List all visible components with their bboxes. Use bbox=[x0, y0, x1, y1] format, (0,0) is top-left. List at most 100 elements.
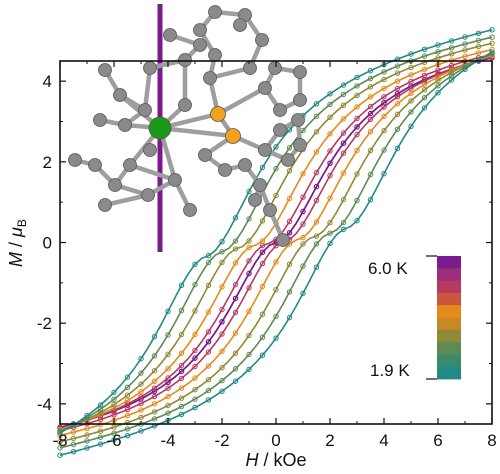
carbon-atom bbox=[263, 203, 277, 217]
data-point bbox=[138, 400, 144, 407]
carbon-atom bbox=[123, 158, 137, 172]
data-point bbox=[381, 104, 387, 110]
data-point bbox=[489, 40, 495, 46]
carbon-atom bbox=[243, 61, 257, 75]
x-tick-label: 6 bbox=[433, 431, 442, 450]
data-point bbox=[300, 290, 306, 297]
data-point bbox=[138, 389, 144, 395]
data-point bbox=[313, 264, 320, 270]
data-point bbox=[232, 260, 239, 266]
carbon-atom bbox=[183, 203, 197, 217]
carbon-atom bbox=[93, 113, 107, 127]
data-point bbox=[151, 416, 158, 422]
carbon-atom bbox=[168, 173, 182, 187]
data-point bbox=[84, 445, 90, 451]
data-point bbox=[408, 78, 414, 85]
data-point bbox=[165, 402, 171, 409]
data-point bbox=[300, 241, 306, 247]
y-axis-label-italic: M bbox=[6, 252, 26, 267]
series-line bbox=[59, 36, 493, 433]
legend-swatch bbox=[437, 268, 461, 281]
data-point bbox=[354, 218, 360, 224]
series-line bbox=[59, 55, 493, 432]
data-point bbox=[286, 145, 293, 151]
data-point bbox=[138, 414, 144, 421]
data-point bbox=[300, 208, 306, 215]
carbon-atom bbox=[238, 158, 252, 172]
data-point bbox=[475, 57, 482, 63]
data-point bbox=[97, 402, 104, 408]
data-point bbox=[354, 115, 360, 122]
data-point bbox=[192, 404, 198, 411]
legend-swatch bbox=[437, 317, 461, 331]
legend-swatch bbox=[437, 329, 461, 343]
carbon-atom bbox=[293, 65, 307, 79]
data-point bbox=[421, 46, 428, 52]
data-point bbox=[246, 351, 252, 358]
data-point bbox=[259, 260, 266, 267]
data-point bbox=[340, 102, 347, 109]
data-point bbox=[151, 409, 158, 415]
data-point bbox=[205, 339, 212, 345]
data-point bbox=[327, 160, 333, 166]
carbon-atom bbox=[98, 198, 112, 212]
data-point bbox=[124, 433, 131, 439]
data-point bbox=[381, 147, 387, 153]
data-point bbox=[462, 53, 468, 60]
carbon-atom bbox=[113, 88, 127, 102]
data-point bbox=[165, 385, 171, 391]
data-point bbox=[435, 55, 441, 61]
data-point bbox=[327, 240, 333, 247]
data-point bbox=[421, 78, 428, 84]
data-point bbox=[408, 90, 414, 97]
data-point bbox=[178, 362, 185, 369]
carbon-atom bbox=[193, 23, 207, 37]
data-point bbox=[205, 309, 212, 315]
data-point bbox=[178, 403, 185, 410]
data-point bbox=[124, 401, 131, 407]
carbon-atom bbox=[143, 61, 157, 75]
data-point bbox=[151, 334, 158, 340]
x-axis-label: H / kOe bbox=[245, 450, 306, 470]
metal-atom bbox=[148, 116, 172, 140]
data-point bbox=[138, 370, 144, 376]
legend-swatch bbox=[437, 366, 461, 380]
carbon-atom bbox=[208, 5, 222, 19]
data-point bbox=[475, 30, 482, 36]
data-point bbox=[192, 261, 198, 267]
tick-layer bbox=[59, 61, 493, 424]
data-point bbox=[178, 307, 185, 314]
data-point bbox=[394, 111, 401, 118]
data-point bbox=[421, 105, 428, 111]
data-point bbox=[246, 258, 252, 264]
data-point bbox=[246, 285, 252, 291]
data-point bbox=[246, 366, 252, 373]
carbon-atom bbox=[293, 138, 307, 152]
data-point bbox=[354, 83, 360, 89]
data-point bbox=[489, 49, 495, 55]
data-point bbox=[286, 218, 293, 225]
y-tick-label: -4 bbox=[37, 395, 52, 414]
data-point bbox=[381, 128, 387, 134]
x-tick-label: -6 bbox=[106, 431, 121, 450]
data-point bbox=[111, 405, 117, 411]
series-line bbox=[59, 29, 493, 434]
data-point bbox=[367, 94, 374, 100]
data-point bbox=[70, 435, 77, 442]
bond bbox=[102, 192, 151, 208]
data-point bbox=[462, 47, 468, 53]
data-point bbox=[489, 27, 495, 33]
data-point bbox=[232, 281, 239, 288]
data-point bbox=[462, 34, 468, 40]
data-point bbox=[367, 147, 374, 154]
data-point bbox=[367, 75, 374, 82]
data-point bbox=[327, 220, 333, 226]
data-point bbox=[259, 311, 266, 317]
carbon-atom bbox=[163, 28, 177, 42]
data-point bbox=[165, 410, 171, 416]
data-point bbox=[124, 374, 131, 380]
data-point bbox=[367, 68, 374, 74]
data-point bbox=[138, 356, 144, 362]
data-point bbox=[340, 150, 347, 156]
data-point bbox=[192, 355, 198, 361]
